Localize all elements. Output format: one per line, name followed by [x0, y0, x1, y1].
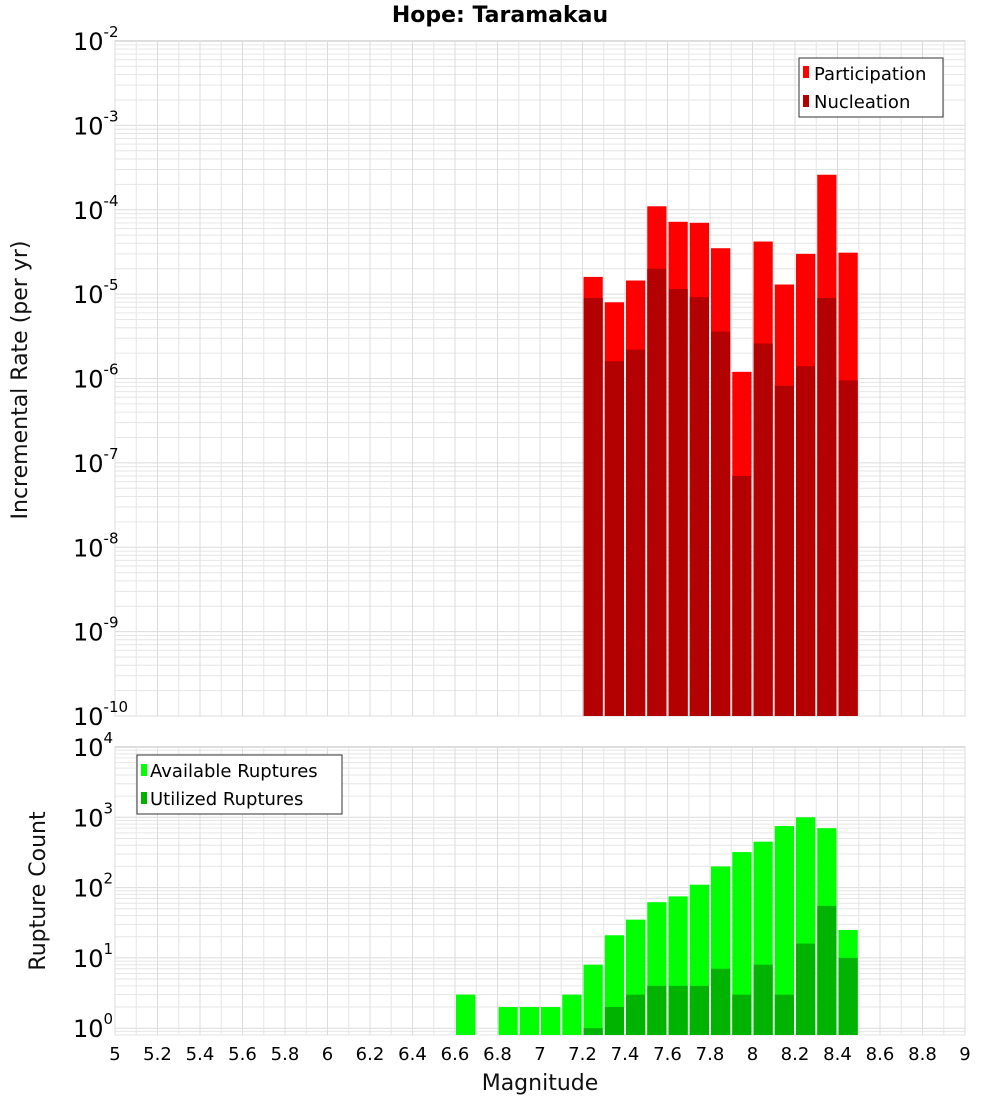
- x-ticks: 5 5.2 5.4 5.6 5.8 6 6.2 6.4 6.6 6.8 7 7.2 7.4 7.6 7.8 8…: [109, 1044, 970, 1065]
- y-tick-label: 10-8: [73, 529, 119, 562]
- x-tick-label: 6: [322, 1044, 333, 1065]
- rate-bars: [583, 174, 858, 717]
- rate-bar-b: [796, 366, 816, 716]
- x-tick-label: 5.2: [143, 1044, 172, 1065]
- count-y-axis-label: Rupture Count: [26, 811, 51, 971]
- rate-legend: Participation Nucleation: [798, 57, 944, 118]
- chart-title: Hope: Taramakau: [392, 3, 608, 28]
- y-tick-label: 10-6: [73, 361, 119, 394]
- count-legend-box: [136, 754, 343, 815]
- utilized-swatch: [141, 792, 147, 804]
- available-swatch: [141, 764, 147, 776]
- count-panel: 100 101 102 103 104 Rupture Count Available …: [26, 729, 966, 1043]
- y-tick-label: 100: [73, 1010, 113, 1043]
- y-tick-label: 102: [73, 870, 113, 903]
- rate-bar-b: [689, 297, 709, 716]
- count-bar-b: [817, 905, 837, 1035]
- y-tick-label: 10-7: [73, 445, 119, 478]
- y-tick-label: 10-10: [73, 698, 128, 731]
- count-bar-b: [774, 994, 794, 1035]
- y-tick-label: 10-4: [73, 192, 119, 225]
- count-bar-b: [626, 994, 646, 1035]
- count-bar-b: [668, 985, 688, 1035]
- rate-bar-b: [732, 475, 752, 716]
- rate-bar-b: [817, 297, 837, 716]
- x-tick-label: 6.8: [483, 1044, 512, 1065]
- x-tick-label: 7.4: [611, 1044, 640, 1065]
- count-legend: Available Ruptures Utilized Ruptures: [136, 754, 343, 815]
- count-bar-a: [562, 994, 582, 1035]
- x-tick-label: 5: [109, 1044, 120, 1065]
- y-tick-label: 104: [73, 729, 113, 762]
- rate-bar-b: [647, 268, 667, 716]
- x-tick-label: 6.6: [441, 1044, 470, 1065]
- rate-bar-b: [774, 385, 794, 716]
- nucleation-legend-label: Nucleation: [814, 92, 910, 113]
- participation-legend-label: Participation: [814, 64, 926, 85]
- rate-panel: 10-10 10-9 10-8 10-7 10-6 10-5 10-4 10-3 10-2 In…: [8, 23, 966, 731]
- count-bar-a: [456, 994, 476, 1035]
- rate-bar-b: [711, 331, 731, 716]
- count-bar-b: [732, 994, 752, 1035]
- count-bar-b: [604, 1007, 624, 1035]
- count-bar-b: [838, 957, 858, 1035]
- rate-bar-b: [753, 343, 773, 716]
- utilized-legend-label: Utilized Ruptures: [150, 789, 303, 810]
- y-tick-label: 101: [73, 940, 113, 973]
- rate-y-ticks: 10-10 10-9 10-8 10-7 10-6 10-5 10-4 10-3 10-2: [73, 23, 128, 731]
- x-tick-label: 5.8: [271, 1044, 300, 1065]
- x-tick-label: 7: [534, 1044, 545, 1065]
- x-tick-label: 7.8: [696, 1044, 725, 1065]
- x-tick-label: 7.2: [568, 1044, 597, 1065]
- x-tick-label: 6.2: [356, 1044, 385, 1065]
- count-bar-a: [519, 1007, 539, 1035]
- count-bar-b: [689, 985, 709, 1035]
- participation-swatch: [803, 66, 809, 78]
- nucleation-swatch: [803, 95, 809, 107]
- rate-bar-b: [604, 361, 624, 716]
- count-y-ticks: 100 101 102 103 104: [73, 729, 113, 1043]
- count-bar-a: [498, 1007, 518, 1035]
- x-tick-label: 5.6: [228, 1044, 257, 1065]
- count-bar-b: [583, 1028, 603, 1035]
- x-tick-label: 9: [959, 1044, 970, 1065]
- y-tick-label: 10-2: [73, 23, 119, 56]
- x-tick-label: 7.6: [653, 1044, 682, 1065]
- rate-grid: [114, 41, 966, 717]
- y-tick-label: 10-3: [73, 107, 119, 140]
- available-legend-label: Available Ruptures: [150, 761, 318, 782]
- rate-legend-box: [798, 57, 944, 118]
- count-bar-a: [732, 852, 752, 1035]
- x-axis-label: Magnitude: [482, 1071, 599, 1096]
- rate-bar-b: [583, 297, 603, 716]
- rate-bar-b: [668, 289, 688, 716]
- rate-bar-b: [626, 349, 646, 716]
- x-tick-label: 5.4: [186, 1044, 215, 1065]
- x-tick-label: 8: [747, 1044, 758, 1065]
- x-tick-label: 6.4: [398, 1044, 427, 1065]
- count-bar-a: [583, 964, 603, 1035]
- count-bar-a: [774, 826, 794, 1035]
- count-bar-b: [753, 964, 773, 1035]
- count-bar-b: [711, 968, 731, 1035]
- count-bar-a: [541, 1007, 561, 1035]
- count-bar-b: [647, 985, 667, 1035]
- rate-y-axis-label: Incremental Rate (per yr): [8, 241, 33, 520]
- x-tick-label: 8.2: [781, 1044, 810, 1065]
- rate-bar-b: [838, 380, 858, 716]
- count-bar-b: [796, 943, 816, 1035]
- x-tick-label: 8.8: [908, 1044, 937, 1065]
- y-tick-label: 103: [73, 799, 113, 832]
- x-tick-label: 8.6: [866, 1044, 895, 1065]
- y-tick-label: 10-5: [73, 276, 119, 309]
- y-tick-label: 10-9: [73, 614, 119, 647]
- x-tick-label: 8.4: [823, 1044, 852, 1065]
- count-bars: [456, 817, 858, 1035]
